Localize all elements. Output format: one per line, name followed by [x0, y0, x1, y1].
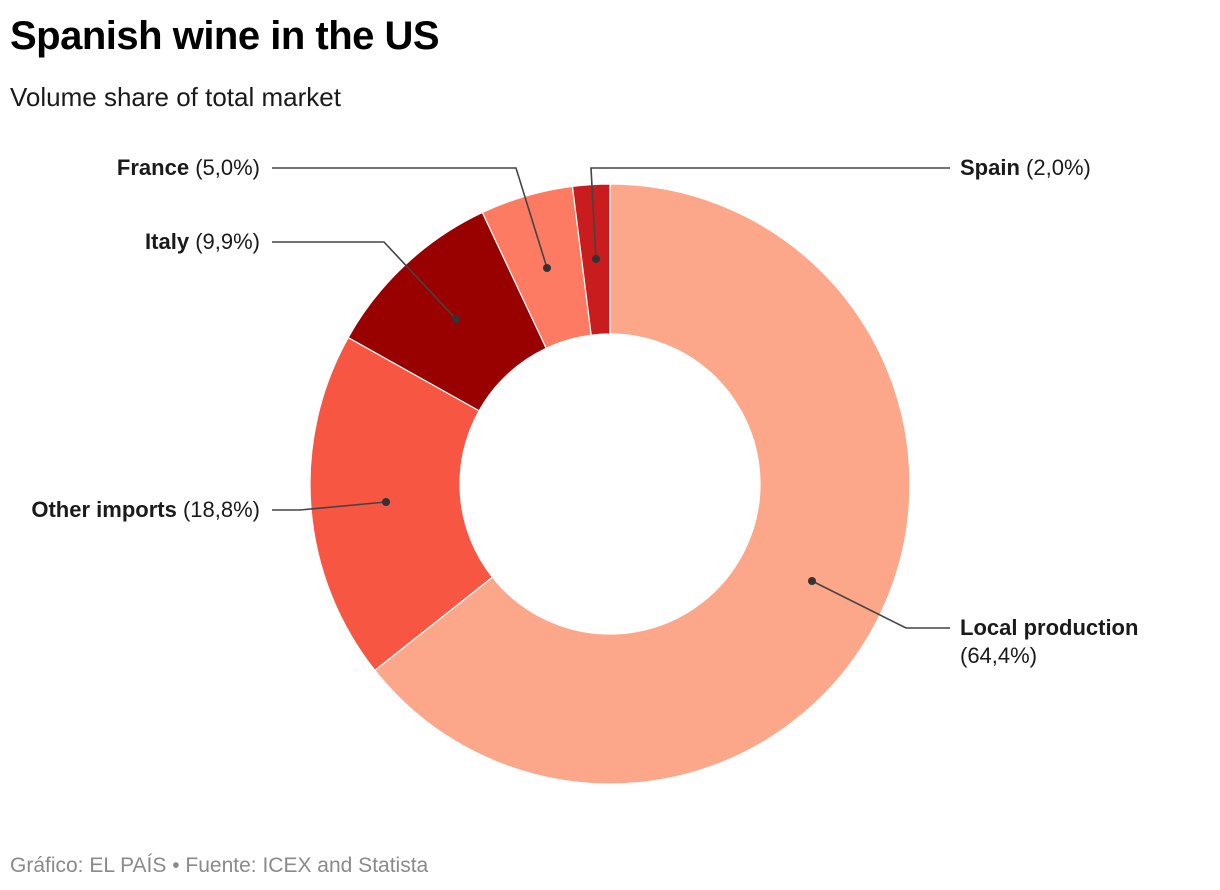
- callout-lines: [272, 167, 950, 629]
- chart-title: Spanish wine in the US: [10, 14, 440, 58]
- label-italy: Italy (9,9%): [145, 228, 260, 256]
- callout-line-italy: [272, 241, 457, 320]
- label-france: France (5,0%): [117, 154, 260, 182]
- callout-line-local: [811, 580, 950, 629]
- label-value: (5,0%): [195, 155, 260, 180]
- label-name: Spain: [960, 155, 1020, 180]
- callout-dots: [382, 255, 816, 585]
- slice-other-imports: [309, 336, 494, 672]
- label-name: Local production: [960, 615, 1139, 640]
- label-value: (18,8%): [182, 497, 260, 522]
- label-value: (9,9%): [195, 229, 260, 254]
- callout-line-spain: [590, 167, 950, 260]
- chart-subtitle: Volume share of total market: [10, 82, 341, 112]
- donut-slices: [309, 183, 911, 785]
- slice-spain: [571, 183, 611, 336]
- label-other-imports: Other imports (18,8%): [31, 496, 260, 524]
- label-local-production: Local production (64,4%): [960, 614, 1138, 670]
- slice-local-production: [374, 183, 911, 785]
- label-name: France: [116, 155, 190, 180]
- callout-line-france: [272, 167, 548, 269]
- label-name: Italy: [145, 229, 190, 254]
- callout-line-other: [272, 501, 387, 511]
- label-name: Other imports: [31, 497, 177, 522]
- source-credit: Gráfico: EL PAÍS • Fuente: ICEX and Stat…: [10, 854, 429, 877]
- label-value: (64,4%): [960, 643, 1038, 668]
- label-spain: Spain (2,0%): [960, 154, 1091, 182]
- label-value: (2,0%): [1026, 155, 1091, 180]
